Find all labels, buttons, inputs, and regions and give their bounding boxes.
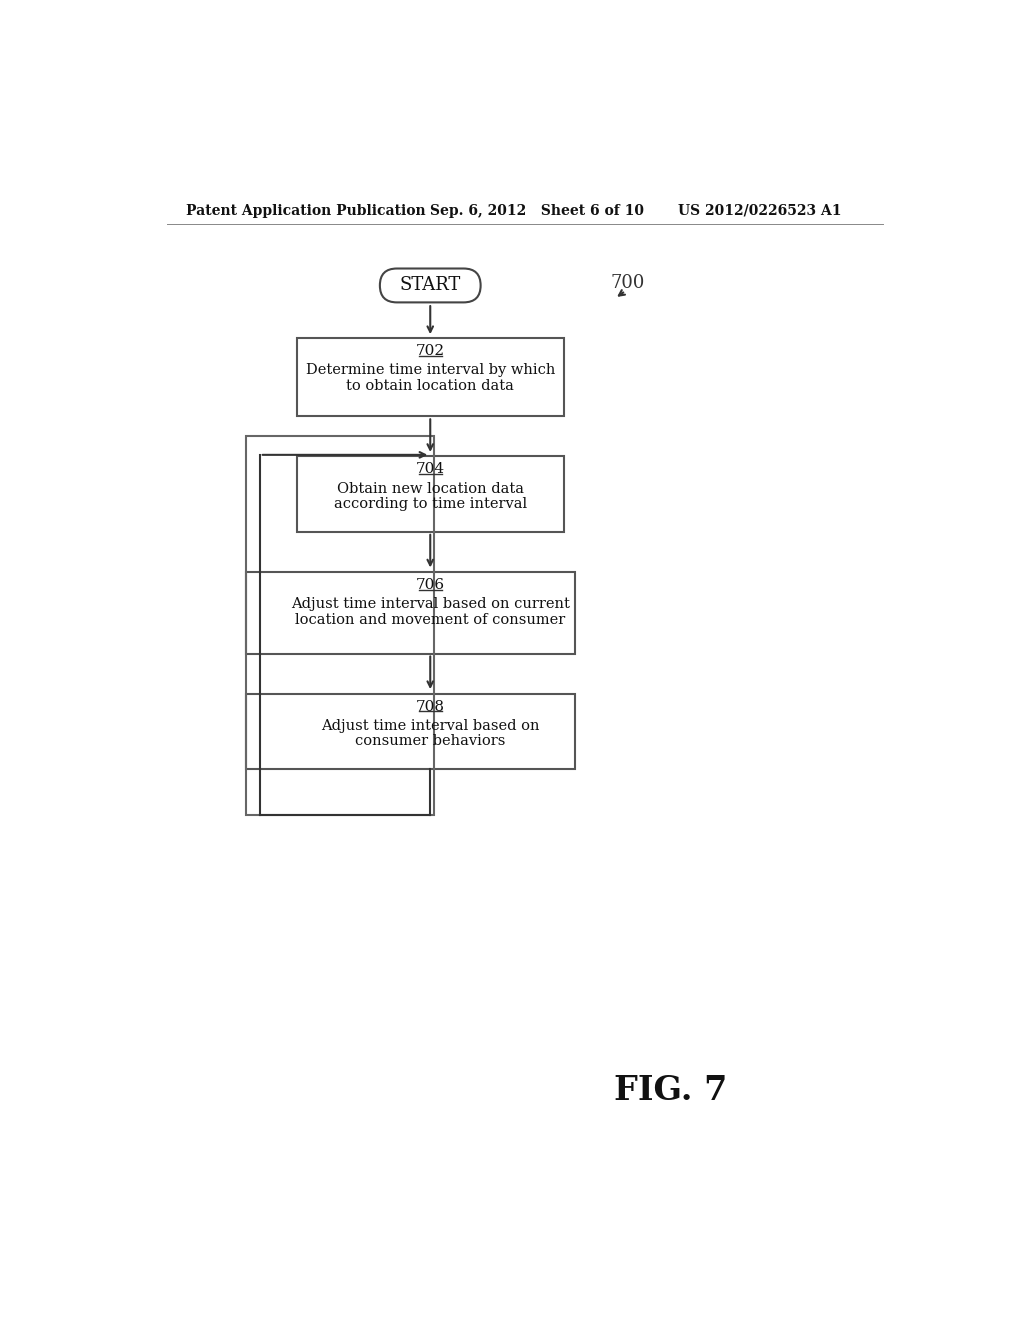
Text: 706: 706 — [416, 578, 444, 591]
Text: according to time interval: according to time interval — [334, 498, 526, 511]
Text: 708: 708 — [416, 700, 444, 714]
Text: 700: 700 — [610, 275, 645, 292]
FancyBboxPatch shape — [246, 572, 575, 653]
Text: 704: 704 — [416, 462, 444, 477]
Text: Obtain new location data: Obtain new location data — [337, 482, 523, 496]
FancyBboxPatch shape — [297, 457, 563, 532]
Text: location and movement of consumer: location and movement of consumer — [295, 612, 565, 627]
Text: 702: 702 — [416, 345, 444, 358]
FancyBboxPatch shape — [380, 268, 480, 302]
Text: Adjust time interval based on current: Adjust time interval based on current — [291, 597, 569, 611]
FancyBboxPatch shape — [297, 338, 563, 416]
Text: Sep. 6, 2012   Sheet 6 of 10: Sep. 6, 2012 Sheet 6 of 10 — [430, 203, 644, 218]
Text: US 2012/0226523 A1: US 2012/0226523 A1 — [678, 203, 842, 218]
Text: FIG. 7: FIG. 7 — [613, 1073, 727, 1106]
Text: Determine time interval by which: Determine time interval by which — [305, 363, 555, 378]
Text: to obtain location data: to obtain location data — [346, 379, 514, 392]
Text: Adjust time interval based on: Adjust time interval based on — [321, 719, 540, 733]
FancyBboxPatch shape — [246, 693, 575, 770]
Text: Patent Application Publication: Patent Application Publication — [186, 203, 426, 218]
Text: START: START — [399, 276, 461, 294]
Text: consumer behaviors: consumer behaviors — [355, 734, 506, 748]
